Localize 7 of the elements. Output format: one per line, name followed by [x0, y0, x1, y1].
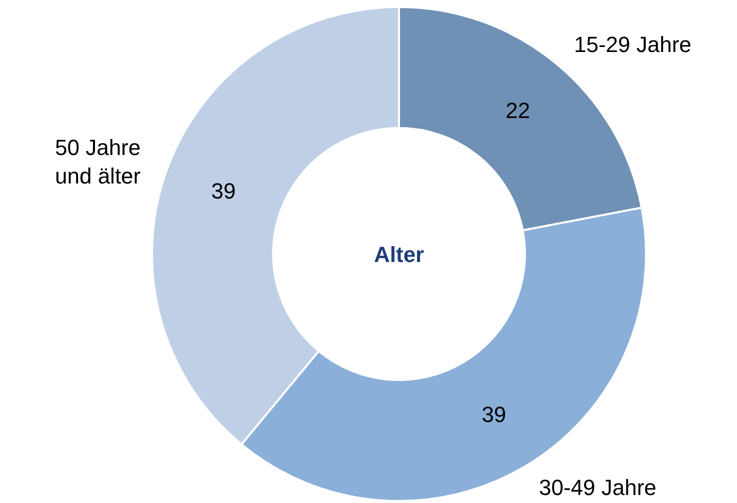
text: Alter — [374, 242, 425, 267]
data-label: 39 — [482, 402, 506, 428]
data-label: 22 — [506, 98, 530, 123]
slice-label: 15-29 Jahre — [574, 32, 692, 57]
data-label: 39 — [211, 178, 236, 204]
slice-label: 30-49 Jahre — [539, 475, 656, 500]
slice-label: 50 Jahre und älter — [55, 135, 141, 189]
